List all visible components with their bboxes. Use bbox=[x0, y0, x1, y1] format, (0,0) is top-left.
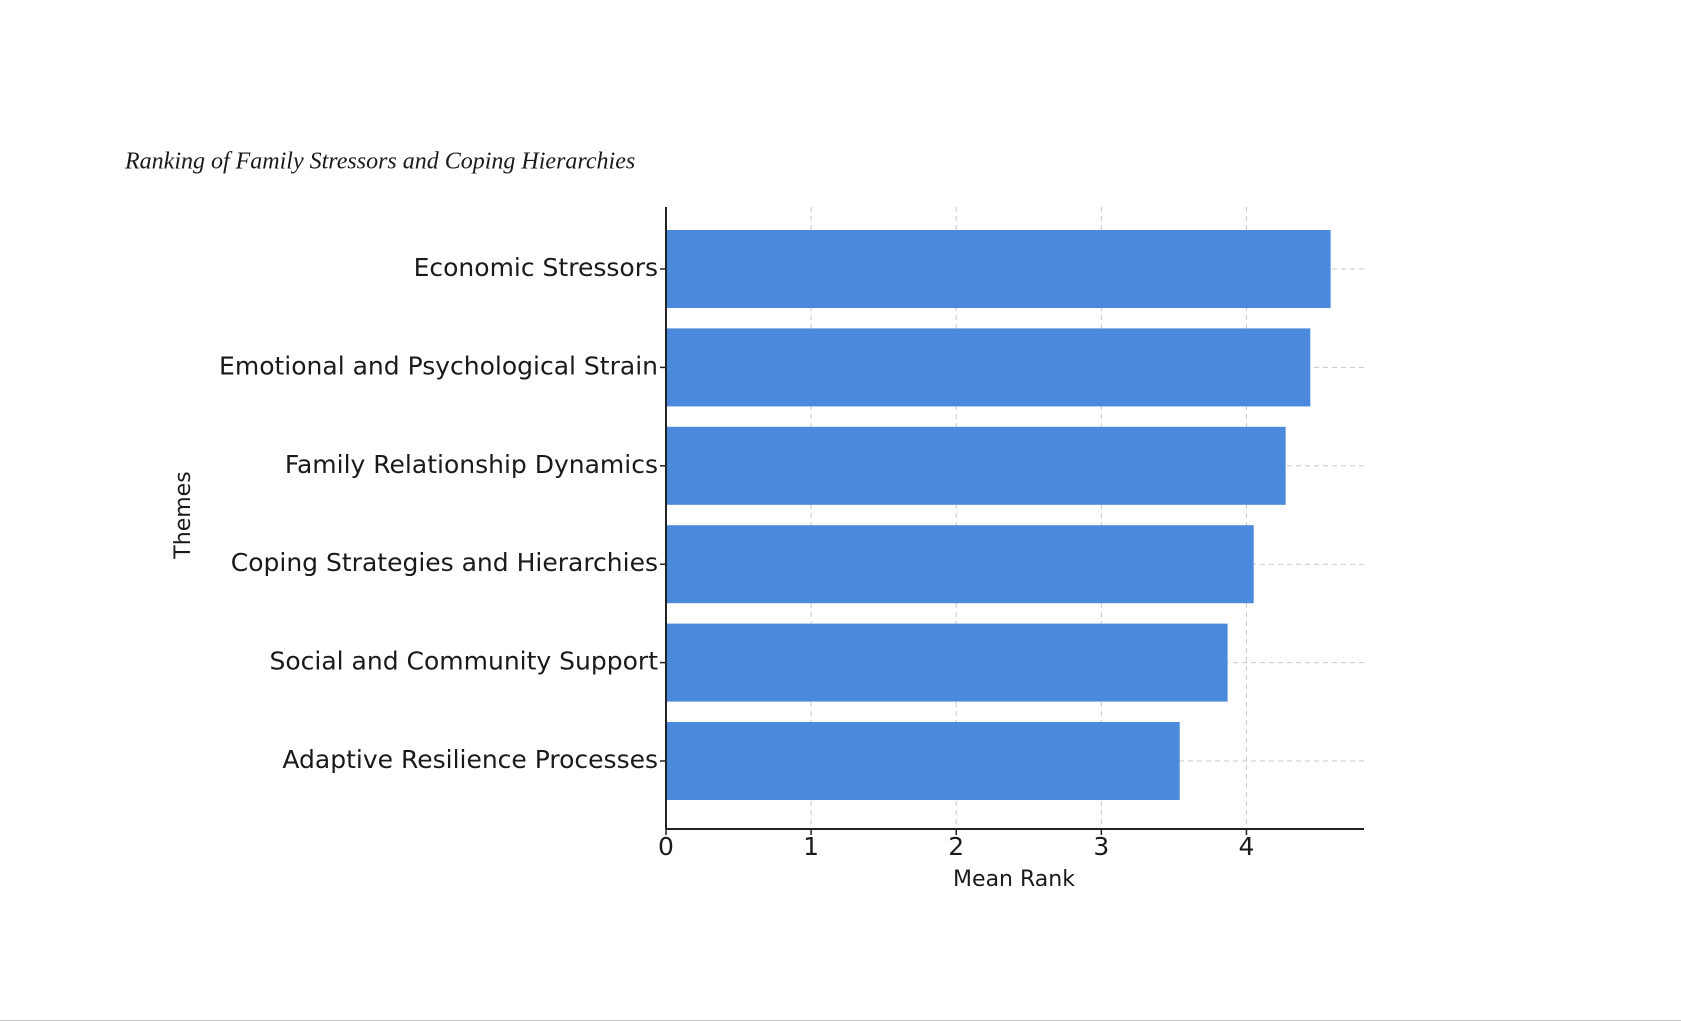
bar bbox=[666, 426, 1286, 505]
x-axis-label: Mean Rank bbox=[953, 867, 1075, 892]
x-tick-label: 3 bbox=[1093, 832, 1109, 861]
bar bbox=[666, 328, 1311, 407]
y-tick-label: Family Relationship Dynamics bbox=[285, 450, 658, 479]
y-tick-label: Adaptive Resilience Processes bbox=[282, 745, 658, 774]
chart-title: Ranking of Family Stressors and Coping H… bbox=[124, 149, 635, 175]
bar bbox=[666, 525, 1254, 604]
y-tick-label: Economic Stressors bbox=[414, 253, 658, 282]
y-axis-label: Themes bbox=[171, 471, 196, 559]
x-tick-label: 0 bbox=[658, 832, 674, 861]
x-tick-label: 4 bbox=[1239, 832, 1255, 861]
y-tick-label: Coping Strategies and Hierarchies bbox=[231, 548, 658, 577]
bar bbox=[666, 722, 1180, 800]
bar bbox=[666, 623, 1228, 702]
x-tick-label: 2 bbox=[948, 832, 964, 861]
bar bbox=[666, 230, 1331, 308]
y-tick-label: Emotional and Psychological Strain bbox=[219, 351, 658, 380]
x-tick-label: 1 bbox=[803, 832, 819, 861]
y-tick-label: Social and Community Support bbox=[269, 647, 658, 676]
